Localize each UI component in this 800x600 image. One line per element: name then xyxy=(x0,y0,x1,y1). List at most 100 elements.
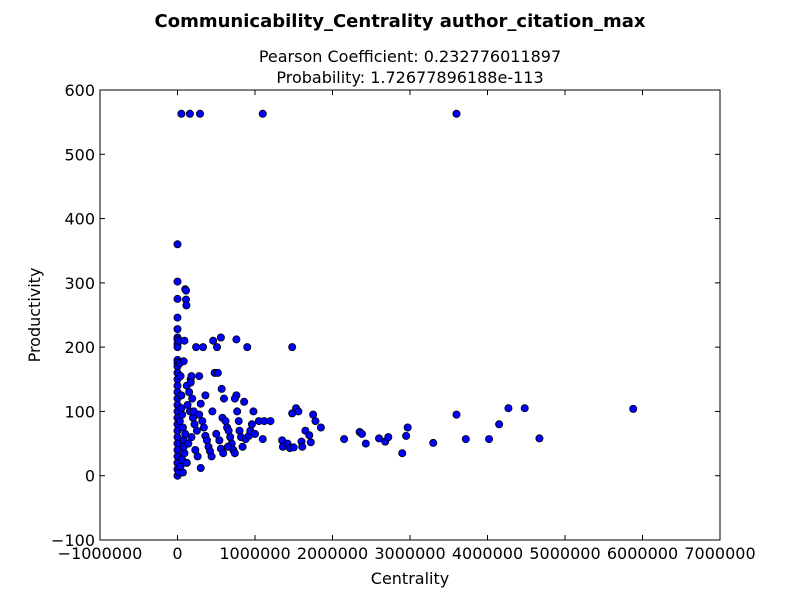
data-point xyxy=(316,423,325,432)
data-point xyxy=(305,431,314,440)
data-point xyxy=(234,417,243,426)
y-tick-label: 400 xyxy=(64,210,95,229)
x-tick-label: 0 xyxy=(172,544,182,563)
data-point xyxy=(182,286,191,295)
data-point xyxy=(249,407,258,416)
data-point xyxy=(403,423,412,432)
data-point xyxy=(196,399,205,408)
data-point xyxy=(230,394,239,403)
x-tick-label: 1000000 xyxy=(219,544,290,563)
data-point xyxy=(185,109,194,118)
data-point xyxy=(398,449,407,458)
data-point xyxy=(213,343,222,352)
data-point xyxy=(402,431,411,440)
data-point xyxy=(192,343,201,352)
data-point xyxy=(629,404,638,413)
y-tick-label: 0 xyxy=(85,467,95,486)
data-point xyxy=(288,343,297,352)
data-point xyxy=(258,109,267,118)
data-point xyxy=(187,433,196,442)
data-point xyxy=(177,109,186,118)
y-tick-label: 300 xyxy=(64,274,95,293)
data-point xyxy=(199,343,208,352)
axis-tick-labels: −1000000 0 1000000 2000000 3000000 4000000 500… xyxy=(51,81,756,563)
plot-frame xyxy=(99,89,721,541)
data-point xyxy=(173,313,182,322)
x-tick-label: 6000000 xyxy=(607,544,678,563)
y-tick-label: 500 xyxy=(64,145,95,164)
data-point xyxy=(266,417,275,426)
data-point xyxy=(461,435,470,444)
y-tick-label: −100 xyxy=(51,531,95,550)
data-point xyxy=(181,429,190,438)
data-point xyxy=(233,407,242,416)
data-point xyxy=(311,417,320,426)
data-point xyxy=(340,435,349,444)
data-point xyxy=(215,436,224,445)
data-point xyxy=(184,439,193,448)
x-tick-label: 7000000 xyxy=(684,544,755,563)
data-point xyxy=(504,404,513,413)
data-point xyxy=(452,109,461,118)
data-point xyxy=(238,442,247,451)
data-point xyxy=(173,325,182,334)
data-point xyxy=(177,404,186,413)
data-point xyxy=(495,420,504,429)
data-point xyxy=(240,397,249,406)
data-point xyxy=(175,417,184,426)
data-point xyxy=(230,449,239,458)
data-point xyxy=(213,368,222,377)
data-point xyxy=(193,452,202,461)
x-tick-label: 3000000 xyxy=(374,544,445,563)
data-point xyxy=(361,439,370,448)
x-tick-label: 2000000 xyxy=(297,544,368,563)
y-tick-label: 100 xyxy=(64,402,95,421)
data-point xyxy=(179,357,188,366)
data-point xyxy=(226,433,235,442)
data-point xyxy=(294,407,303,416)
x-tick-label: 4000000 xyxy=(452,544,523,563)
x-axis-label: Centrality xyxy=(371,569,449,588)
data-point xyxy=(289,443,298,452)
data-point xyxy=(224,426,233,435)
data-point xyxy=(247,420,256,429)
chart-suptitle: Communicability_Centrality author_citati… xyxy=(155,11,646,32)
data-point xyxy=(223,442,232,451)
data-point xyxy=(186,378,195,387)
data-point xyxy=(209,336,218,345)
data-point xyxy=(535,434,544,443)
data-point xyxy=(235,426,244,435)
data-point xyxy=(258,435,267,444)
x-tick-label: 5000000 xyxy=(529,544,600,563)
data-point xyxy=(198,417,207,426)
data-point xyxy=(192,426,201,435)
data-point xyxy=(208,407,217,416)
data-point xyxy=(217,384,226,393)
data-point xyxy=(199,423,208,432)
data-point xyxy=(182,301,191,310)
data-point xyxy=(221,417,230,426)
data-point xyxy=(195,372,204,381)
data-point xyxy=(182,458,191,467)
data-point xyxy=(178,468,187,477)
data-point xyxy=(185,388,194,397)
data-point xyxy=(520,404,529,413)
x-tick-label: −1000000 xyxy=(58,544,143,563)
data-point xyxy=(201,391,210,400)
data-point xyxy=(452,410,461,419)
data-point xyxy=(384,433,393,442)
data-point xyxy=(173,343,182,352)
data-point xyxy=(173,277,182,286)
data-point xyxy=(219,394,228,403)
data-point xyxy=(232,335,241,344)
data-point xyxy=(429,438,438,447)
data-point xyxy=(173,240,182,249)
chart-subtitle-probability: Probability: 1.72677896188e-113 xyxy=(276,68,543,87)
data-point xyxy=(195,410,204,419)
data-point xyxy=(216,333,225,342)
data-point xyxy=(306,438,315,447)
y-tick-label: 600 xyxy=(64,81,95,100)
data-points xyxy=(173,109,638,480)
data-point xyxy=(485,435,494,444)
